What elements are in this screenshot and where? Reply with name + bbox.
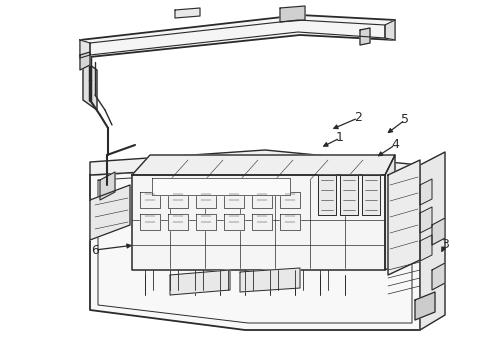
Text: 6: 6 (91, 243, 99, 256)
Polygon shape (196, 192, 216, 208)
Polygon shape (90, 185, 130, 240)
Polygon shape (175, 8, 200, 18)
Polygon shape (83, 60, 97, 110)
Polygon shape (140, 192, 160, 208)
Polygon shape (419, 179, 431, 205)
Polygon shape (280, 192, 299, 208)
Polygon shape (419, 152, 444, 330)
Polygon shape (361, 175, 379, 215)
Text: 3: 3 (440, 238, 448, 252)
Polygon shape (431, 263, 444, 290)
Polygon shape (168, 214, 187, 230)
Polygon shape (384, 20, 394, 40)
Polygon shape (168, 192, 187, 208)
Polygon shape (317, 175, 335, 215)
Polygon shape (132, 175, 384, 270)
Polygon shape (251, 192, 271, 208)
Polygon shape (152, 178, 289, 195)
Polygon shape (196, 214, 216, 230)
Polygon shape (80, 15, 394, 58)
Text: 2: 2 (353, 112, 361, 125)
Polygon shape (251, 214, 271, 230)
Text: 1: 1 (335, 131, 343, 144)
Polygon shape (140, 214, 160, 230)
Polygon shape (90, 150, 419, 180)
Polygon shape (80, 40, 90, 58)
Polygon shape (384, 155, 394, 270)
Polygon shape (280, 6, 305, 22)
Polygon shape (431, 218, 444, 245)
Polygon shape (419, 235, 431, 261)
Polygon shape (132, 155, 394, 175)
Polygon shape (359, 28, 369, 45)
Polygon shape (170, 270, 229, 295)
Polygon shape (100, 172, 115, 200)
Polygon shape (387, 160, 419, 275)
Polygon shape (240, 268, 299, 292)
Polygon shape (419, 207, 431, 233)
Polygon shape (80, 52, 90, 70)
Polygon shape (339, 175, 357, 215)
Polygon shape (224, 214, 244, 230)
Polygon shape (90, 165, 419, 330)
Polygon shape (224, 192, 244, 208)
Polygon shape (280, 214, 299, 230)
Polygon shape (414, 292, 434, 320)
Text: 5: 5 (400, 113, 408, 126)
Text: 4: 4 (390, 139, 398, 152)
